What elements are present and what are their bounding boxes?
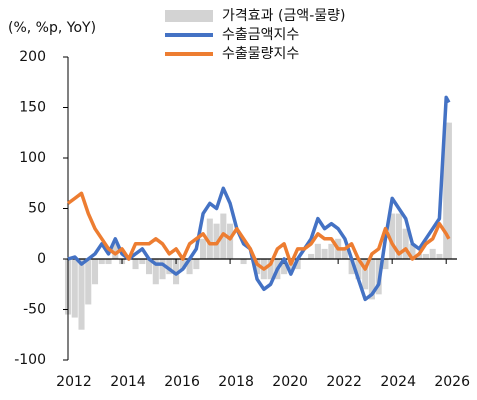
bar bbox=[186, 259, 193, 275]
x-tick-label: 2022 bbox=[326, 374, 362, 390]
line bbox=[66, 191, 451, 271]
legend-label: 가격효과 (금액-물량) bbox=[222, 8, 345, 24]
line bbox=[67, 95, 451, 302]
y-tick-label: 0 bbox=[37, 251, 46, 267]
bar bbox=[382, 259, 389, 270]
bar bbox=[227, 223, 234, 259]
bar bbox=[105, 259, 112, 265]
bar bbox=[321, 248, 328, 259]
bar bbox=[409, 243, 416, 259]
bar bbox=[91, 259, 99, 285]
x-tick-label: 2012 bbox=[56, 374, 92, 390]
bar bbox=[71, 259, 78, 318]
bar bbox=[206, 218, 213, 259]
bar bbox=[308, 253, 315, 259]
bar bbox=[173, 259, 180, 285]
y-tick-label: 150 bbox=[19, 100, 46, 116]
bar bbox=[314, 243, 321, 259]
y-tick-label: 200 bbox=[19, 49, 46, 65]
y-tick-label: -50 bbox=[23, 302, 46, 318]
y-axis-title: (%, %p, YoY) bbox=[8, 20, 96, 36]
bar bbox=[368, 259, 375, 300]
bar bbox=[112, 243, 119, 259]
bar bbox=[179, 259, 186, 270]
bar bbox=[436, 253, 443, 259]
bar bbox=[328, 243, 335, 259]
bar bbox=[98, 259, 105, 265]
bar bbox=[152, 259, 159, 285]
bar bbox=[159, 259, 166, 280]
bar bbox=[166, 259, 173, 275]
legend-label: 수출물량지수 bbox=[222, 46, 299, 62]
bar bbox=[416, 253, 423, 259]
x-tick-label: 2016 bbox=[164, 374, 200, 390]
bar bbox=[254, 259, 261, 275]
bar bbox=[429, 248, 436, 259]
bar bbox=[389, 213, 396, 259]
bar bbox=[281, 259, 288, 275]
bar bbox=[445, 122, 452, 260]
bar bbox=[395, 213, 402, 259]
y-tick-label: 100 bbox=[19, 150, 46, 166]
bar bbox=[132, 259, 139, 270]
bar bbox=[422, 253, 429, 259]
x-tick-label: 2020 bbox=[272, 374, 308, 390]
y-tick-label: -100 bbox=[14, 352, 46, 368]
bar bbox=[193, 259, 200, 270]
x-tick-label: 2024 bbox=[380, 374, 416, 390]
bar bbox=[341, 248, 348, 259]
bar bbox=[294, 259, 301, 270]
legend-swatch bbox=[165, 10, 213, 22]
bar bbox=[200, 238, 207, 259]
bar bbox=[139, 259, 146, 265]
bar bbox=[267, 259, 274, 280]
bar bbox=[362, 259, 369, 290]
bar bbox=[240, 259, 247, 265]
x-tick-label: 2014 bbox=[110, 374, 146, 390]
bar bbox=[355, 259, 362, 280]
legend-label: 수출금액지수 bbox=[222, 27, 299, 43]
bar bbox=[78, 259, 85, 330]
bar bbox=[85, 259, 92, 305]
x-tick-label: 2018 bbox=[218, 374, 254, 390]
bar bbox=[146, 259, 153, 275]
y-tick-label: 50 bbox=[28, 201, 46, 217]
bar bbox=[348, 259, 355, 275]
bar bbox=[402, 228, 409, 259]
x-tick-label: 2026 bbox=[434, 374, 470, 390]
